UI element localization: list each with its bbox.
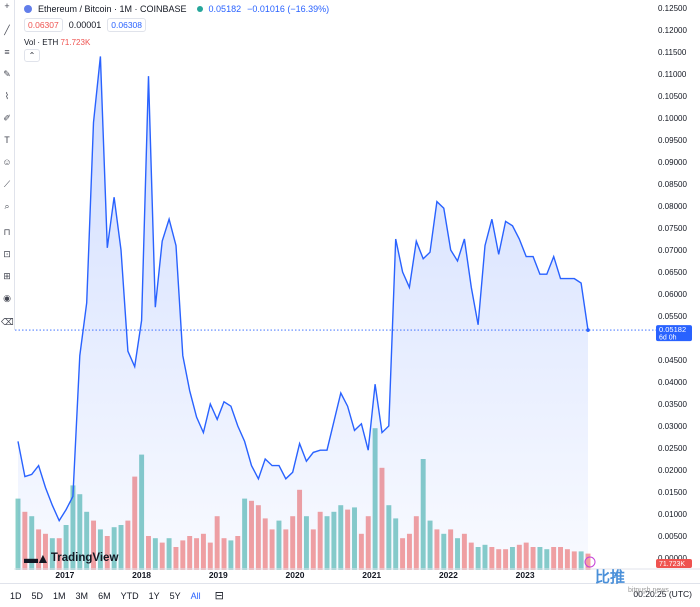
y-tick-label: 0.09000 <box>658 158 687 167</box>
symbol-header: Ethereum / Bitcoin · 1M · COINBASE 0.051… <box>24 4 329 14</box>
y-tick-label: 0.07000 <box>658 246 687 255</box>
y-tick-label: 0.03500 <box>658 400 687 409</box>
brush-icon[interactable]: ✎ <box>3 69 11 79</box>
y-tick-label: 0.08500 <box>658 180 687 189</box>
y-tick-label: 0.02500 <box>658 444 687 453</box>
crosshair-icon[interactable]: + <box>4 1 10 11</box>
y-tick-label: 0.10000 <box>658 114 687 123</box>
y-tick-label: 0.05500 <box>658 312 687 321</box>
zoom-icon[interactable]: ⌕ <box>4 201 10 211</box>
range-3m-button[interactable]: 3M <box>75 590 89 601</box>
last-price-dot <box>586 328 590 332</box>
y-tick-label: 0.04500 <box>658 356 687 365</box>
countdown-tag: 6d 0h <box>659 335 677 342</box>
last-price-tag: 0.05182 <box>659 325 686 334</box>
bid-ask-row: 0.06307 0.00001 0.06308 <box>24 18 147 32</box>
y-tick-label: 0.11000 <box>658 70 687 79</box>
x-tick-label: 2022 <box>439 570 458 580</box>
trendline-icon[interactable]: ╱ <box>4 25 10 35</box>
eye-icon[interactable]: ◉ <box>3 293 11 303</box>
y-tick-label: 0.06500 <box>658 268 687 277</box>
range-6m-button[interactable]: 6M <box>98 590 111 601</box>
range-ytd-button[interactable]: YTD <box>120 590 139 601</box>
shape-icon[interactable]: ✐ <box>3 113 11 123</box>
price-change: −0.01016 (−16.39%) <box>247 4 330 14</box>
ask-button[interactable]: 0.06308 <box>107 18 147 32</box>
text-icon[interactable]: T <box>4 135 10 145</box>
y-tick-label: 0.01000 <box>658 510 687 519</box>
y-tick-label: 0.03000 <box>658 422 687 431</box>
price-area <box>18 56 588 570</box>
volume-legend: Vol · ETH 71.723K <box>24 38 90 47</box>
y-axis: 0.12500 0.12000 0.11500 0.11000 0.10500 0.100… <box>658 4 687 563</box>
pattern-icon[interactable]: ⌇ <box>4 91 10 101</box>
last-price-tag-bg <box>656 325 692 342</box>
x-tick-label: 2021 <box>362 570 381 580</box>
ruler-icon[interactable]: ⟋ <box>3 179 11 189</box>
volume-label: Vol · ETH <box>24 38 59 47</box>
y-tick-label: 0.07500 <box>658 224 687 233</box>
emoji-icon[interactable]: ☺ <box>2 157 12 167</box>
x-tick-label: 2020 <box>286 570 305 580</box>
y-tick-label: 0.09500 <box>658 136 687 145</box>
tradingview-logo: ▬▲ TradingView <box>24 550 118 566</box>
utc-clock[interactable]: 00:20:25 (UTC) <box>633 589 692 599</box>
collapse-legend-button[interactable]: ⌃ <box>24 49 40 62</box>
spread-value: 0.00001 <box>68 20 102 30</box>
price-line <box>17 56 589 523</box>
volume-tag-bg <box>656 559 692 568</box>
market-open-icon <box>196 6 203 12</box>
range-1m-button[interactable]: 1M <box>53 590 66 601</box>
volume-tag: 71.723K <box>659 561 685 568</box>
y-tick-label: 0.08000 <box>658 202 687 211</box>
range-5d-button[interactable]: 5D <box>31 590 44 601</box>
x-tick-label: 2023 <box>516 570 535 580</box>
fib-icon[interactable]: ≡ <box>4 47 10 57</box>
magnet-icon[interactable]: ⊓ <box>3 227 11 237</box>
y-tick-label: 0.00000 <box>658 554 687 563</box>
bid-button[interactable]: 0.06307 <box>24 18 63 32</box>
calendar-range-icon[interactable]: ⊟ <box>214 590 224 602</box>
lock-icon[interactable]: ⊡ <box>3 249 11 259</box>
trash-icon[interactable]: ⌫ <box>1 317 14 327</box>
range-selector: 1D 5D 1M 3M 6M YTD 1Y 5Y All ⊟ <box>0 583 700 607</box>
symbol-title[interactable]: Ethereum / Bitcoin · 1M · COINBASE <box>38 4 187 14</box>
tradingview-logo-text: TradingView <box>50 552 119 564</box>
x-tick-label: 2019 <box>209 570 228 580</box>
eth-logo-icon <box>24 5 32 13</box>
y-tick-label: 0.06000 <box>658 290 687 299</box>
bitpush-watermark-sub: bitpush.news <box>628 587 669 594</box>
drawing-toolbar: + ╱ ≡ ✎ ⌇ ✐ T ☺ ⟋ ⌕ ⊓ ⊡ ⊞ ◉ ⌫ <box>0 0 15 330</box>
y-tick-label: 0.12500 <box>658 4 687 13</box>
y-tick-label: 0.00500 <box>658 532 687 541</box>
y-tick-label: 0.12000 <box>658 26 687 35</box>
last-price: 0.05182 <box>208 4 242 14</box>
y-tick-label: 0.04000 <box>658 378 687 387</box>
y-tick-label: 0.02000 <box>658 466 687 475</box>
y-tick-label: 0.11500 <box>658 48 687 57</box>
lightning-event-icon <box>584 556 596 568</box>
range-1d-button[interactable]: 1D <box>10 590 22 601</box>
price-chart[interactable]: 0.12500 0.12000 0.11500 0.11000 0.10500 0.100… <box>0 0 700 583</box>
range-5y-button[interactable]: 5Y <box>169 590 181 601</box>
range-1y-button[interactable]: 1Y <box>148 590 160 601</box>
y-tick-label: 0.10500 <box>658 92 687 101</box>
x-axis: 2017 2018 2019 2020 2021 2022 2023 <box>14 568 700 580</box>
range-all-button[interactable]: All <box>190 590 201 601</box>
tradingview-mark-icon: ▬▲ <box>24 550 50 566</box>
x-tick-label: 2017 <box>55 570 74 580</box>
lock-drawings-icon[interactable]: ⊞ <box>3 271 11 281</box>
x-tick-label: 2018 <box>132 570 151 580</box>
bitpush-watermark: 比推 <box>595 569 626 586</box>
y-tick-label: 0.01500 <box>658 488 687 497</box>
volume-value: 71.723K <box>60 38 91 47</box>
